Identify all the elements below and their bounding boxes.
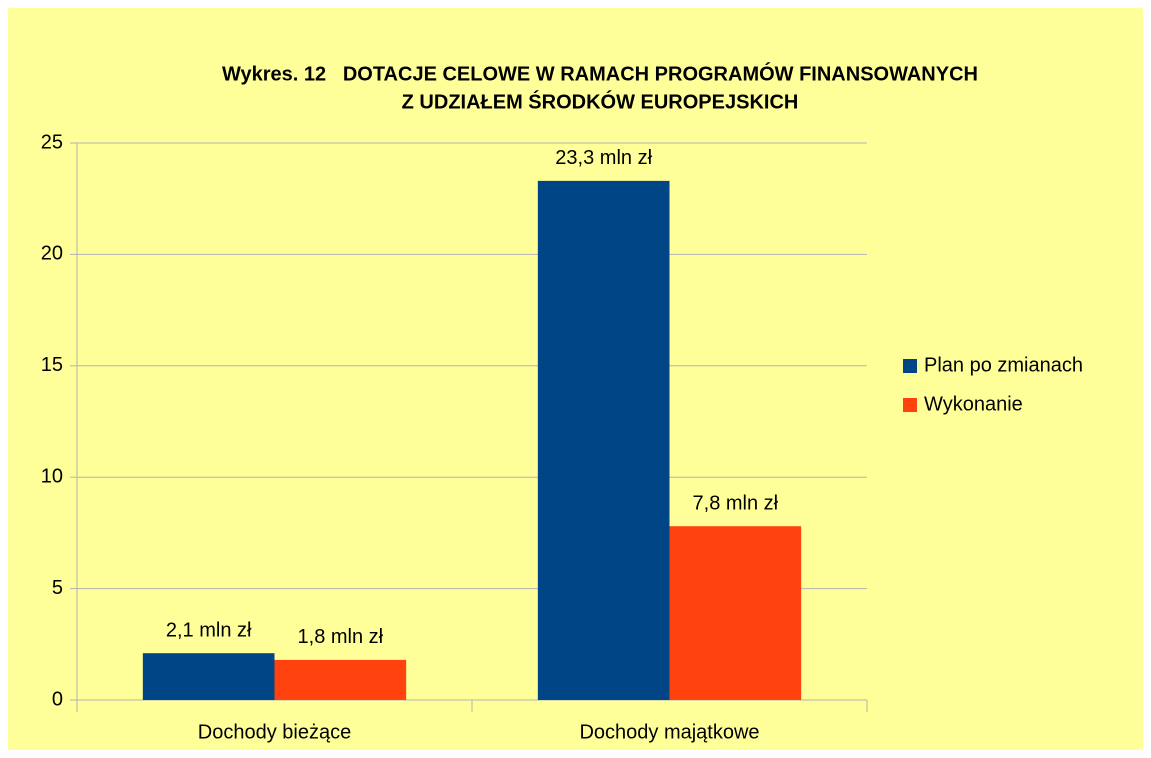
data-label: 23,3 mln zł: [555, 147, 652, 169]
data-label: 1,8 mln zł: [298, 626, 384, 648]
legend-label: Wykonanie: [924, 393, 1023, 415]
y-tick-label: 5: [52, 577, 63, 599]
legend-label: Plan po zmianach: [924, 354, 1083, 376]
bar: [274, 659, 407, 700]
data-label: 7,8 mln zł: [693, 492, 779, 514]
bar: [669, 526, 802, 700]
bar: [537, 180, 670, 701]
x-tick-label: Dochody bieżące: [198, 721, 351, 743]
y-tick-label: 15: [41, 354, 63, 376]
chart-title: Z UDZIAŁEM ŚRODKÓW EUROPEJSKICH: [402, 89, 799, 113]
y-tick-label: 10: [41, 465, 63, 487]
x-tick-label: Dochody majątkowe: [579, 721, 759, 743]
y-tick-label: 0: [52, 688, 63, 710]
bar: [142, 653, 275, 700]
y-tick-label: 20: [41, 243, 63, 265]
chart-title: Wykres. 12 DOTACJE CELOWE W RAMACH PROGR…: [222, 61, 978, 85]
legend-swatch: [903, 398, 917, 412]
y-tick-label: 25: [41, 131, 63, 153]
legend-swatch: [903, 359, 917, 373]
data-label: 2,1 mln zł: [166, 619, 252, 641]
